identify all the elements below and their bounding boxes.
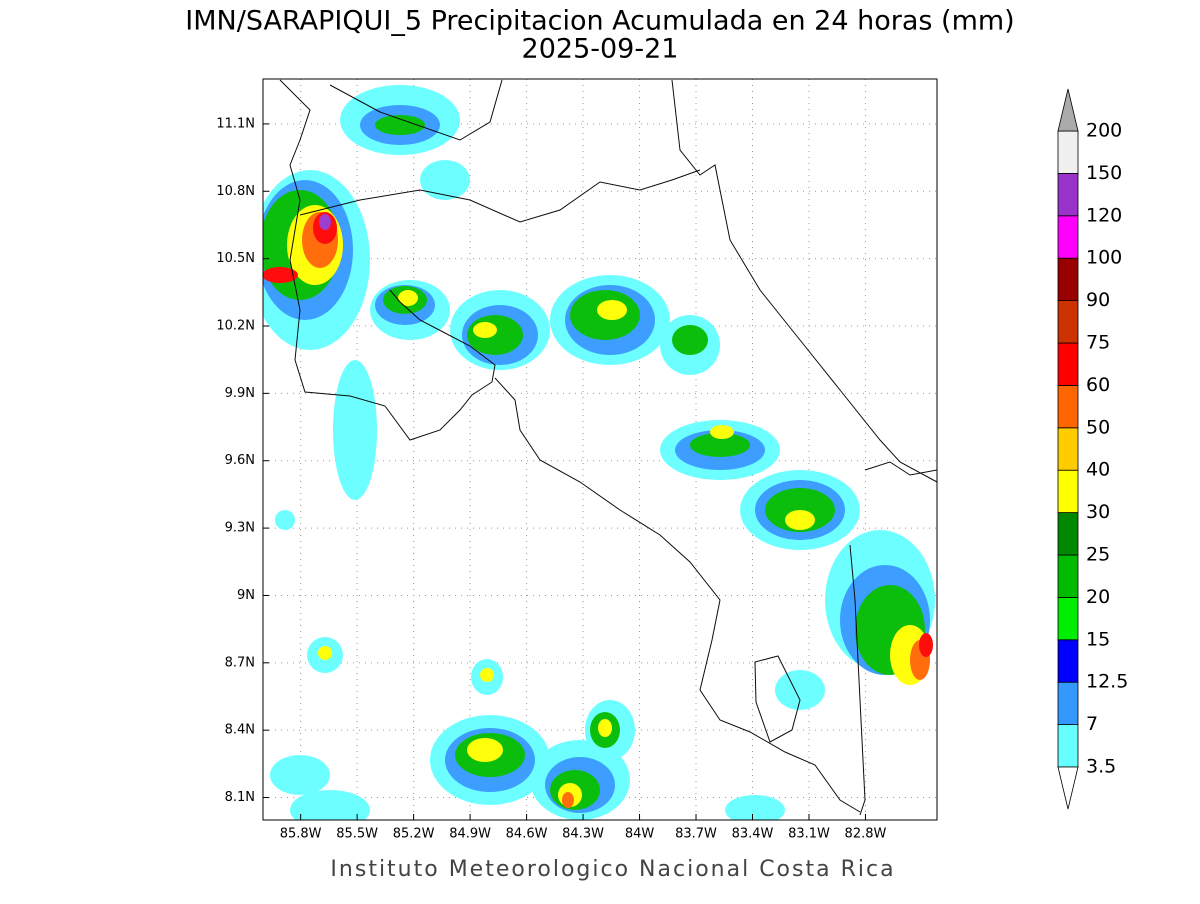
colorbar-box <box>1057 300 1079 344</box>
x-tick-label: 83.7W <box>675 827 717 842</box>
colorbar-box <box>1057 384 1079 429</box>
title: IMN/SARAPIQUI_5 Precipitacion Acumulada … <box>185 6 1014 37</box>
colorbar-box <box>1057 257 1079 302</box>
coastline <box>279 79 937 816</box>
colorbar-box <box>1057 681 1079 726</box>
colorbar-box <box>1057 554 1079 598</box>
colorbar-label: 7 <box>1086 713 1098 735</box>
colorbar-label: 15 <box>1086 628 1110 650</box>
colorbar-label: 3.5 <box>1086 756 1116 778</box>
colorbar-box <box>1057 724 1079 768</box>
colorbar-label: 40 <box>1086 459 1110 481</box>
colorbar-under <box>1057 766 1079 810</box>
x-tick-label: 84W <box>625 827 655 842</box>
colorbar-label: 30 <box>1086 501 1110 523</box>
colorbar-label: 120 <box>1086 204 1122 226</box>
map-frame <box>262 78 938 821</box>
colorbar-label: 200 <box>1086 120 1122 142</box>
y-tick-label: 9.6N <box>225 453 255 468</box>
x-tick-label: 85.5W <box>336 827 378 842</box>
colorbar-label: 25 <box>1086 544 1110 566</box>
y-tick-label: 9.9N <box>225 386 255 401</box>
precip-cyan <box>263 85 935 820</box>
colorbar-label: 50 <box>1086 416 1110 438</box>
colorbar-box <box>1057 469 1079 514</box>
x-tick-label: 84.6W <box>506 827 548 842</box>
subtitle: 2025-09-21 <box>522 34 679 65</box>
colorbar-label: 75 <box>1086 332 1110 354</box>
footer: Instituto Meteorologico Nacional Costa R… <box>330 857 895 882</box>
colorbar-box <box>1057 639 1079 683</box>
precip-purple <box>319 214 331 230</box>
x-tick-label: 85.2W <box>393 827 435 842</box>
colorbar-label: 60 <box>1086 374 1110 396</box>
colorbar-over <box>1057 88 1079 132</box>
x-tick-label: 84.3W <box>562 827 604 842</box>
y-tick-label: 9.3N <box>225 521 255 536</box>
y-tick-label: 10.8N <box>216 184 255 199</box>
y-tick-label: 10.2N <box>216 319 255 334</box>
colorbar: 3.5 7 12.5 15 20 25 30 40 50 60 75 90 100 120 150 200 <box>1057 88 1128 810</box>
y-tick-label: 8.7N <box>225 655 255 670</box>
y-tick-label: 11.1N <box>216 116 255 131</box>
colorbar-box <box>1057 512 1079 556</box>
y-tick-label: 9N <box>237 588 255 603</box>
precip-field <box>263 79 937 820</box>
y-tick-label: 8.4N <box>225 723 255 738</box>
colorbar-label: 100 <box>1086 247 1122 269</box>
x-tick-label: 85.8W <box>280 827 322 842</box>
y-tick-label: 10.5N <box>216 251 255 266</box>
colorbar-label: 150 <box>1086 162 1122 184</box>
colorbar-label: 20 <box>1086 586 1110 608</box>
y-tick-label: 8.1N <box>225 790 255 805</box>
colorbar-box <box>1057 215 1079 259</box>
x-tick-label: 83.4W <box>732 827 774 842</box>
colorbar-box <box>1057 342 1079 386</box>
colorbar-box <box>1057 172 1079 217</box>
x-tick-label: 83.1W <box>788 827 830 842</box>
colorbar-label: 12.5 <box>1086 671 1128 693</box>
colorbar-label: 90 <box>1086 289 1110 311</box>
x-tick-label: 82.8W <box>845 827 887 842</box>
x-tick-label: 84.9W <box>449 827 491 842</box>
colorbar-box <box>1057 597 1079 641</box>
colorbar-box <box>1057 130 1079 174</box>
colorbar-box <box>1057 427 1079 471</box>
